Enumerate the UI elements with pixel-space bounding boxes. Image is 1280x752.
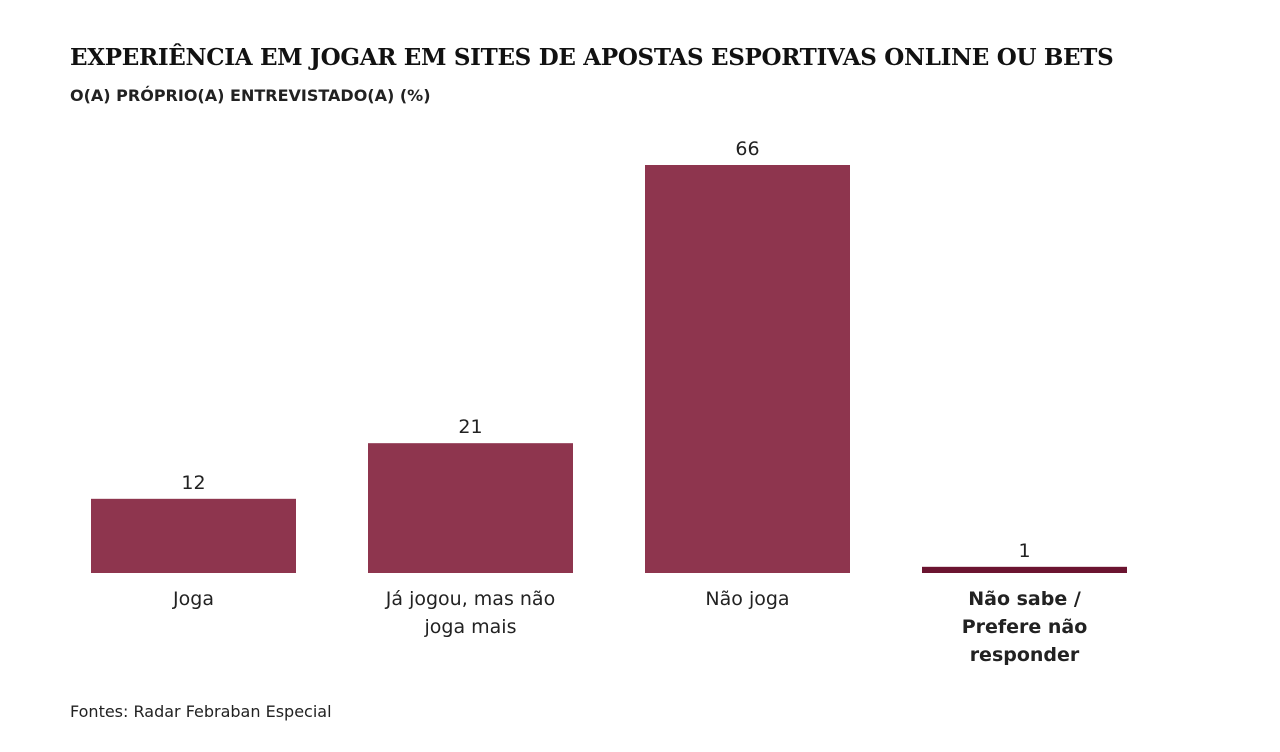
category-label: Prefere não	[962, 616, 1088, 638]
source-note: Fontes: Radar Febraban Especial	[70, 702, 332, 721]
chart-subtitle: O(A) PRÓPRIO(A) ENTREVISTADO(A) (%)	[70, 86, 431, 105]
category-label: Joga	[172, 588, 214, 610]
value-label: 12	[181, 472, 205, 494]
value-label: 21	[458, 416, 482, 438]
category-label: responder	[970, 644, 1080, 666]
category-label: Não joga	[705, 588, 789, 610]
value-label: 1	[1018, 540, 1030, 562]
category-label: joga mais	[424, 616, 517, 638]
bar	[645, 165, 850, 573]
bar	[91, 498, 296, 573]
value-label: 66	[735, 138, 759, 160]
chart-title: EXPERIÊNCIA EM JOGAR EM SITES DE APOSTAS…	[70, 44, 1114, 71]
bar	[368, 443, 573, 573]
category-label: Já jogou, mas não	[385, 588, 555, 610]
category-label: Não sabe /	[968, 588, 1081, 610]
bar	[922, 566, 1127, 573]
